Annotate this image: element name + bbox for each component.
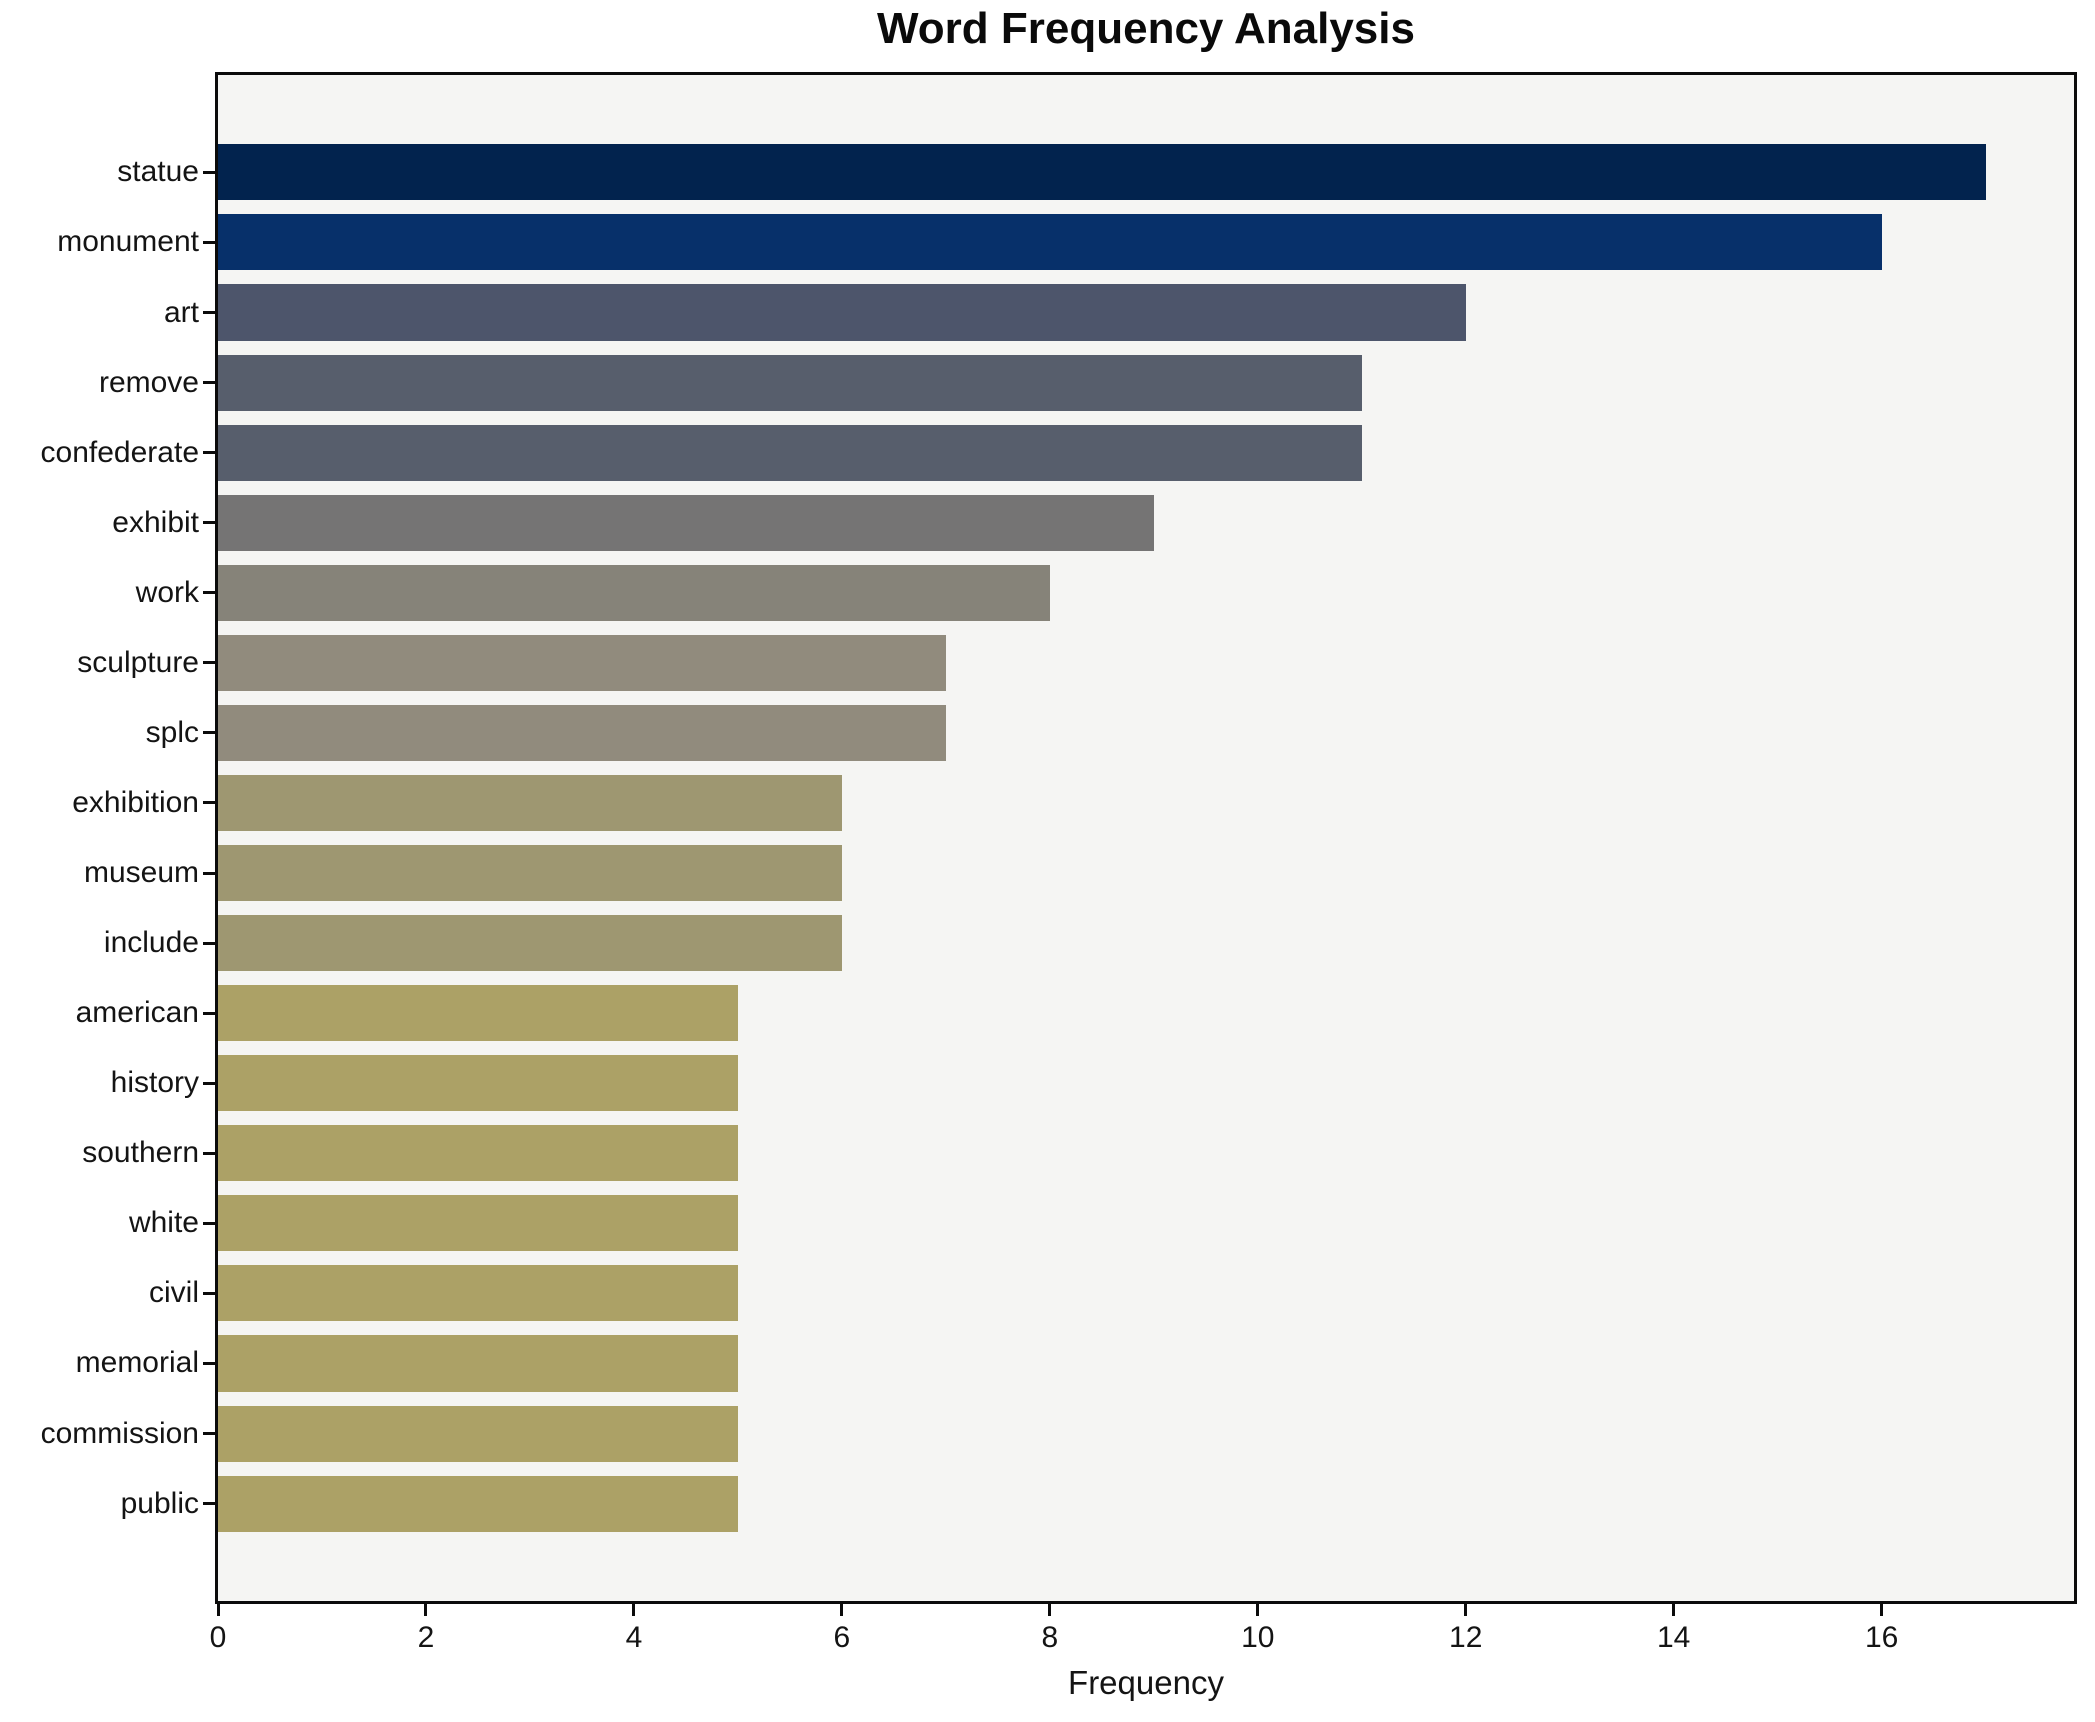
y-tick-mark-history <box>203 1081 215 1085</box>
y-tick-label-memorial: memorial <box>75 1346 199 1380</box>
y-tick-mark-exhibition <box>203 801 215 805</box>
x-tick-mark-12 <box>1464 1604 1468 1616</box>
y-tick-label-statue: statue <box>117 155 199 189</box>
y-tick-mark-monument <box>203 240 215 244</box>
bar-exhibit <box>218 494 1154 551</box>
x-tick-mark-14 <box>1672 1604 1676 1616</box>
y-tick-mark-civil <box>203 1291 215 1295</box>
y-tick-label-commission: commission <box>40 1416 199 1450</box>
chart-title: Word Frequency Analysis <box>877 4 1415 53</box>
y-tick-label-exhibit: exhibit <box>112 505 199 539</box>
y-tick-mark-work <box>203 591 215 595</box>
bar-public <box>218 1475 738 1532</box>
y-tick-label-sculpture: sculpture <box>77 645 199 679</box>
y-tick-label-white: white <box>128 1206 199 1240</box>
x-tick-mark-8 <box>1048 1604 1052 1616</box>
x-tick-label-8: 8 <box>1041 1621 1059 1654</box>
y-tick-label-monument: monument <box>57 225 199 259</box>
y-tick-label-confederate: confederate <box>40 435 199 469</box>
y-tick-label-public: public <box>120 1486 199 1520</box>
y-tick-mark-white <box>203 1221 215 1225</box>
y-tick-label-work: work <box>135 575 199 609</box>
bar-exhibition <box>218 774 842 831</box>
y-tick-mark-sculpture <box>203 661 215 665</box>
x-tick-mark-10 <box>1256 1604 1260 1616</box>
y-tick-mark-commission <box>203 1432 215 1436</box>
bar-confederate <box>218 424 1362 481</box>
y-tick-mark-memorial <box>203 1361 215 1365</box>
bar-american <box>218 985 738 1042</box>
y-tick-mark-museum <box>203 871 215 875</box>
y-tick-label-include: include <box>103 926 199 960</box>
bar-statue <box>218 144 1986 201</box>
bar-commission <box>218 1405 738 1462</box>
x-tick-mark-16 <box>1880 1604 1884 1616</box>
bar-splc <box>218 704 946 761</box>
y-tick-mark-exhibit <box>203 521 215 525</box>
y-tick-mark-confederate <box>203 451 215 455</box>
y-tick-mark-southern <box>203 1151 215 1155</box>
bar-work <box>218 564 1050 621</box>
y-tick-label-exhibition: exhibition <box>72 785 199 819</box>
y-tick-mark-remove <box>203 381 215 385</box>
bar-remove <box>218 354 1362 411</box>
x-tick-label-10: 10 <box>1241 1621 1275 1654</box>
x-axis-title: Frequency <box>1068 1664 1224 1701</box>
y-tick-mark-splc <box>203 731 215 735</box>
bar-white <box>218 1195 738 1252</box>
x-tick-mark-0 <box>216 1604 220 1616</box>
bar-museum <box>218 845 842 902</box>
x-tick-label-6: 6 <box>833 1621 851 1654</box>
x-tick-label-0: 0 <box>209 1621 227 1654</box>
bar-memorial <box>218 1335 738 1392</box>
bar-include <box>218 915 842 972</box>
y-tick-mark-american <box>203 1011 215 1015</box>
bar-sculpture <box>218 634 946 691</box>
bar-monument <box>218 214 1882 271</box>
y-tick-label-museum: museum <box>83 856 199 890</box>
bar-history <box>218 1055 738 1112</box>
y-tick-label-splc: splc <box>145 715 199 749</box>
y-tick-label-civil: civil <box>149 1276 199 1310</box>
x-tick-label-16: 16 <box>1864 1621 1899 1654</box>
y-tick-mark-statue <box>203 170 215 174</box>
y-tick-label-american: american <box>75 996 199 1030</box>
bar-civil <box>218 1265 738 1322</box>
x-tick-mark-4 <box>632 1604 636 1616</box>
x-tick-label-4: 4 <box>625 1621 643 1654</box>
bar-art <box>218 284 1466 341</box>
x-tick-label-2: 2 <box>417 1621 435 1654</box>
x-tick-mark-2 <box>424 1604 428 1616</box>
plot-area <box>215 72 2077 1604</box>
x-tick-label-14: 14 <box>1656 1621 1691 1654</box>
y-tick-mark-public <box>203 1502 215 1506</box>
x-tick-mark-6 <box>840 1604 844 1616</box>
y-tick-label-southern: southern <box>82 1136 199 1170</box>
x-tick-label-12: 12 <box>1449 1621 1483 1654</box>
y-tick-label-art: art <box>163 295 199 329</box>
y-tick-mark-art <box>203 311 215 315</box>
y-tick-label-history: history <box>110 1066 199 1100</box>
bar-southern <box>218 1125 738 1182</box>
y-tick-mark-include <box>203 941 215 945</box>
y-tick-label-remove: remove <box>98 365 199 399</box>
